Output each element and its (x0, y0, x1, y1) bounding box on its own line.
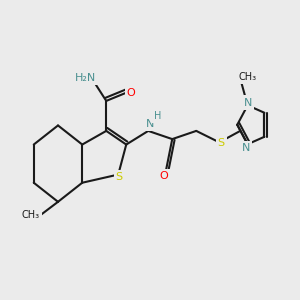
Text: S: S (116, 172, 123, 182)
Text: N: N (146, 119, 154, 129)
Text: CH₃: CH₃ (22, 211, 40, 220)
Text: O: O (127, 88, 136, 98)
Text: CH₃: CH₃ (238, 72, 257, 82)
Text: H: H (154, 111, 161, 121)
Text: N: N (242, 143, 250, 153)
Text: O: O (160, 171, 169, 181)
Text: N: N (243, 98, 252, 108)
Text: H₂N: H₂N (75, 73, 97, 83)
Text: S: S (218, 138, 225, 148)
